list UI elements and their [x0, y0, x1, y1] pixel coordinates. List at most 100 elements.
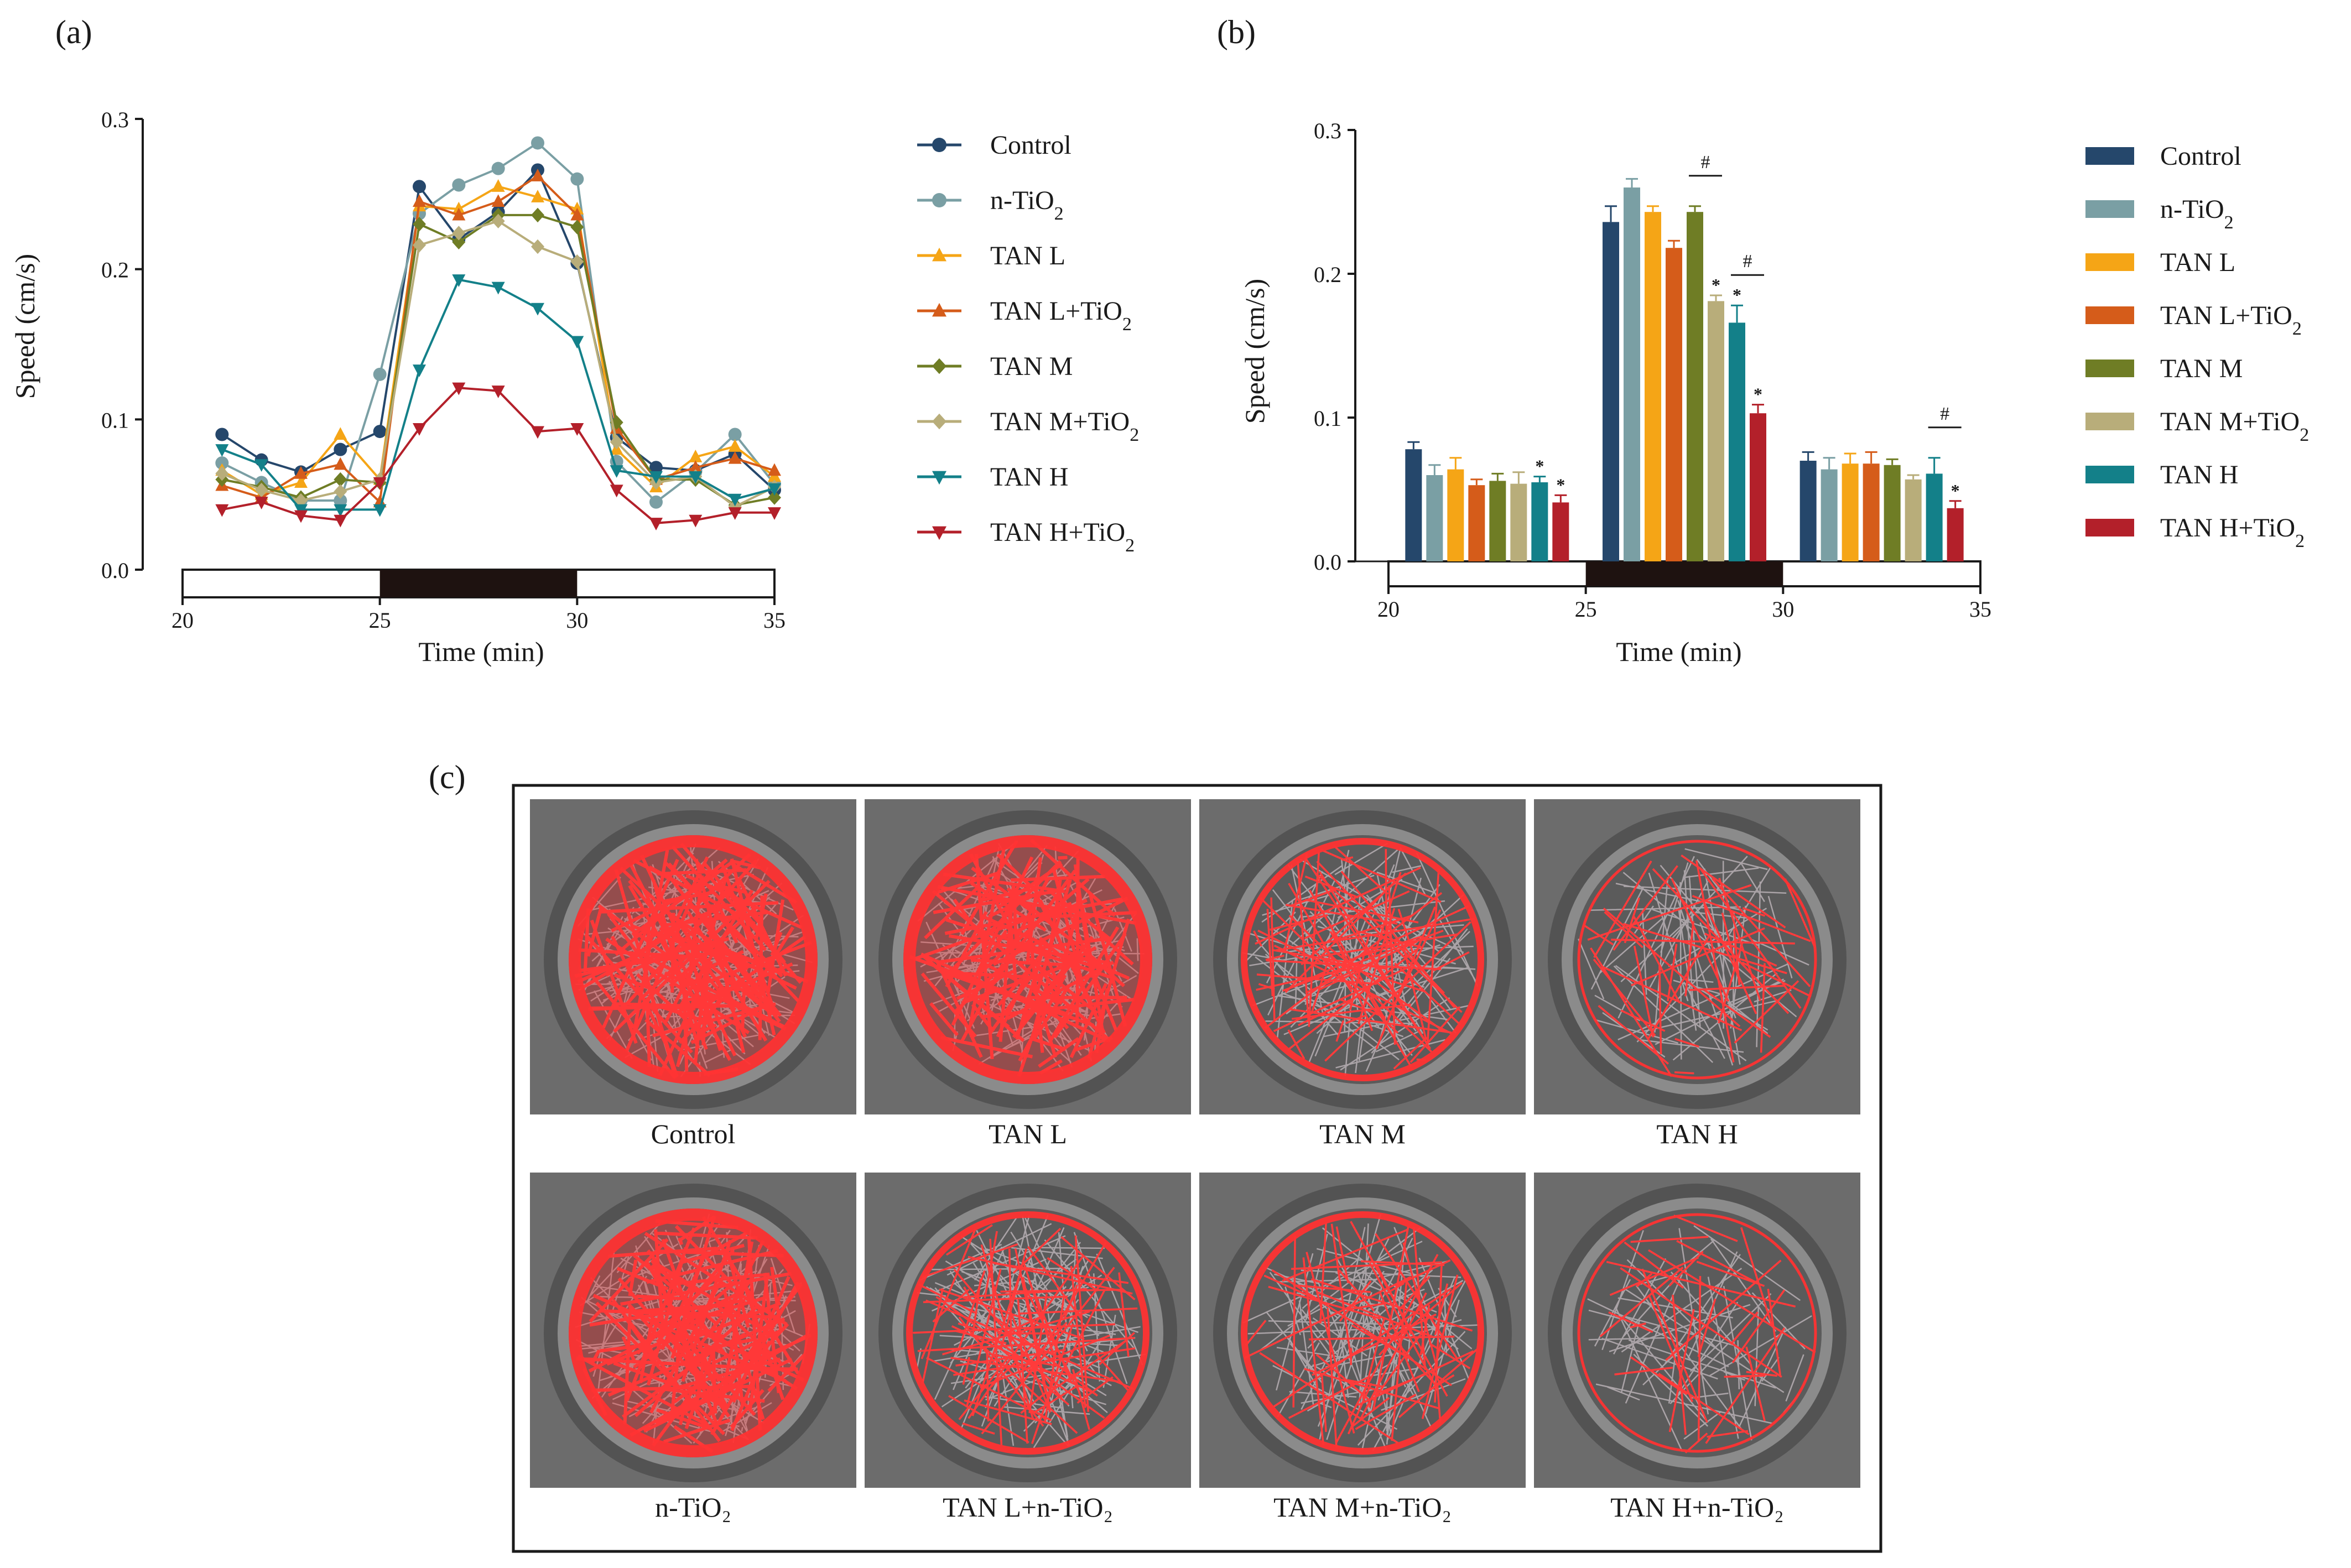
legend-label: TAN L: [2160, 248, 2235, 277]
red-track: [1583, 854, 1816, 1077]
bar: [1947, 508, 1964, 561]
data-point: [768, 463, 781, 476]
red-track: [909, 838, 1137, 1077]
red-track: [574, 842, 813, 1080]
data-point: [215, 444, 229, 457]
legend-label: n-TiO2: [2160, 195, 2234, 233]
tracking-image: [1199, 799, 1526, 1114]
data-point: [689, 514, 703, 528]
y-tick-label: 0.1: [1314, 406, 1341, 431]
data-point: [689, 460, 703, 473]
series-line: [221, 185, 776, 496]
data-point: [531, 190, 544, 202]
data-point: [334, 442, 347, 456]
y-tick-label: 0.0: [101, 558, 129, 583]
legend-label: n-TiO2: [990, 186, 1064, 224]
bar: [1489, 481, 1506, 561]
data-point: [728, 493, 742, 507]
data-point: [610, 485, 623, 498]
data-point: [334, 504, 347, 517]
panel-label-a: (a): [55, 14, 92, 50]
data-point: [373, 477, 387, 490]
x-tick-label: 35: [1969, 597, 1991, 622]
bar: [1624, 187, 1640, 561]
red-track: [1599, 1215, 1816, 1454]
data-point: [491, 213, 505, 228]
data-point: [373, 504, 387, 517]
bar: [1531, 482, 1548, 561]
dark-period-bar: [379, 570, 578, 597]
data-point: [531, 169, 544, 181]
tracking-caption: TAN L+n-TiO₂: [943, 1492, 1113, 1523]
red-perimeter-track: [903, 835, 1152, 1084]
red-track: [1244, 1221, 1478, 1447]
legend-swatch: [2085, 466, 2134, 483]
data-point: [491, 194, 505, 207]
data-point: [294, 466, 308, 479]
x-tick-label: 30: [1772, 597, 1794, 622]
line-chart-a-axes: Speed (cm/s) Time (min) 0.0 0.1 0.2 0.3 20 25…: [9, 107, 786, 667]
panel-label-b: (b): [1217, 14, 1256, 50]
bar: [1863, 463, 1880, 561]
data-point: [254, 482, 268, 498]
legend-label: TAN H+TiO2: [990, 518, 1135, 556]
legend-marker: [932, 471, 946, 485]
tracking-image: [530, 1173, 856, 1488]
data-point: [452, 226, 466, 241]
data-point: [728, 428, 742, 441]
legend-label: TAN L+TiO2: [2160, 301, 2302, 339]
data-point: [413, 194, 426, 207]
x-tick-label: 20: [1377, 597, 1400, 622]
data-point: [452, 235, 466, 249]
y-tick-label: 0.2: [101, 258, 129, 283]
significance-mark: *: [1535, 456, 1544, 476]
red-fill-density: [578, 1218, 808, 1448]
red-perimeter-track: [1241, 1211, 1484, 1455]
bar-chart-b-legend: Control n-TiO2 TAN L TAN L+TiO2 TAN M TAN M+T…: [2085, 142, 2309, 551]
data-point: [452, 274, 466, 287]
tracking-image: [1199, 1173, 1526, 1488]
data-point: [689, 450, 703, 462]
red-perimeter-track: [1241, 838, 1484, 1081]
legend-label: TAN M: [990, 352, 1073, 381]
data-point: [491, 282, 505, 295]
data-point: [491, 386, 505, 398]
legend-marker: [932, 526, 946, 540]
legend-marker: [932, 413, 946, 430]
red-perimeter-track: [906, 1211, 1150, 1455]
bar: [1799, 461, 1817, 561]
tracking-caption: TAN L: [989, 1118, 1067, 1149]
bar: [1821, 469, 1838, 561]
data-point: [531, 426, 544, 439]
x-tick-label: 25: [1575, 597, 1597, 622]
red-track: [576, 1215, 812, 1453]
data-point: [413, 238, 426, 253]
data-point: [728, 451, 742, 464]
tracking-caption: Control: [651, 1118, 736, 1149]
data-point: [768, 483, 781, 496]
panel-label-c: (c): [429, 759, 466, 795]
tracking-image: [530, 799, 856, 1114]
data-point: [610, 465, 623, 478]
tracking-caption: TAN H+n-TiO₂: [1610, 1492, 1783, 1523]
bar: [1552, 502, 1569, 561]
legend-swatch: [2085, 360, 2134, 377]
red-track: [1253, 845, 1475, 1070]
tracking-caption: TAN M+n-TiO₂: [1273, 1492, 1452, 1523]
bar: [1687, 212, 1703, 561]
data-point: [215, 504, 229, 517]
hash-mark: #: [1743, 251, 1752, 272]
data-point: [413, 423, 426, 436]
y-tick-label: 0.0: [1314, 550, 1341, 575]
y-tick-label: 0.3: [1314, 118, 1341, 143]
legend-marker: [932, 303, 946, 317]
x-tick-label: 35: [763, 608, 786, 633]
line-chart-a-ylabel: Speed (cm/s): [9, 254, 40, 399]
red-fill-density: [578, 845, 808, 1075]
legend-marker: [932, 358, 946, 374]
y-tick-label: 0.3: [101, 107, 129, 132]
series-line: [221, 220, 775, 508]
bar: [1405, 449, 1422, 561]
bar-chart-b-ylabel: Speed (cm/s): [1239, 279, 1270, 424]
